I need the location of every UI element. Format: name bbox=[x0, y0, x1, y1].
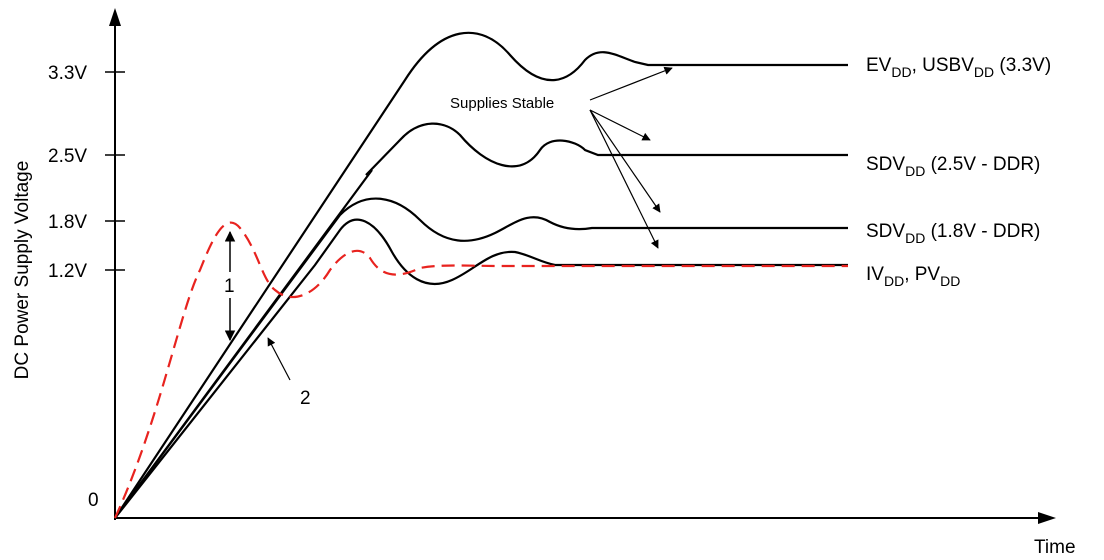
label-ivdd-pvdd: IVDD, PVDD bbox=[866, 264, 960, 289]
tick-label-1v8: 1.8V bbox=[48, 212, 87, 233]
annotation-1-label: 1 bbox=[224, 276, 235, 297]
annotation-2-label: 2 bbox=[300, 388, 311, 409]
label-ev-usbv: EVDD, USBVDD (3.3V) bbox=[866, 55, 1051, 80]
y-axis-arrowhead bbox=[109, 8, 121, 26]
arrow-to-sd25-stable bbox=[589, 109, 651, 141]
dashed-overshoot-curve bbox=[114, 221, 848, 519]
y-axis-title: DC Power Supply Voltage bbox=[12, 161, 33, 380]
tick-label-3v3: 3.3V bbox=[48, 63, 87, 84]
annotation-1-label-bg bbox=[222, 272, 238, 298]
supplies-stable-label: Supplies Stable bbox=[450, 95, 554, 112]
arrow-to-ev-stable bbox=[589, 66, 673, 101]
ivdd-pvdd-curve bbox=[114, 218, 848, 519]
label-sdvdd-1v8: SDVDD (1.8V - DDR) bbox=[866, 221, 1040, 246]
tick-label-1v2: 1.2V bbox=[48, 261, 87, 282]
x-axis-arrowhead bbox=[1038, 512, 1056, 524]
arrow-to-iv-stable bbox=[589, 109, 659, 249]
arrow-to-sd18-stable bbox=[589, 109, 661, 213]
x-axis-title: Time bbox=[1034, 537, 1076, 558]
sdvdd-1v8-curve bbox=[114, 197, 848, 519]
origin-label: 0 bbox=[88, 490, 99, 511]
annotation-2-arrow bbox=[267, 337, 291, 381]
sdvdd-2v5-curve bbox=[114, 122, 848, 519]
tick-label-2v5: 2.5V bbox=[48, 146, 87, 167]
ev-usbv-supply-curve bbox=[114, 31, 848, 519]
label-sdvdd-2v5: SDVDD (2.5V - DDR) bbox=[866, 154, 1040, 179]
